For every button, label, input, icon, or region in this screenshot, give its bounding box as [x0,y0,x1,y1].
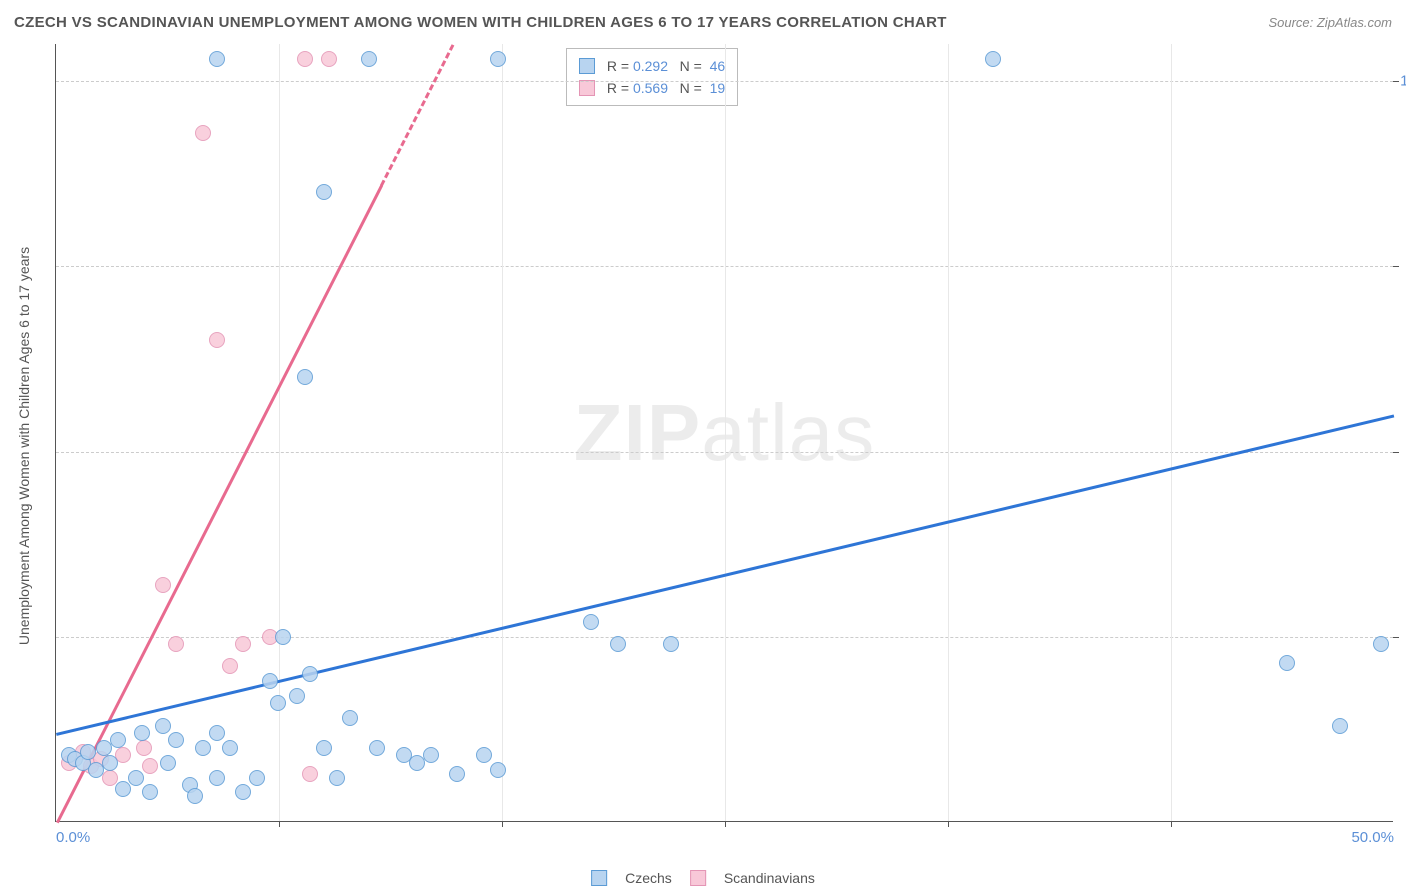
point-czech [160,755,176,771]
point-czech [102,755,118,771]
stats-legend: R = 0.292 N = 46 R = 0.569 N = 19 [566,48,738,106]
point-czech [262,673,278,689]
point-czech [329,770,345,786]
point-czech [985,51,1001,67]
y-axis-label: Unemployment Among Women with Children A… [16,247,32,645]
point-scandinavian [168,636,184,652]
point-czech [155,718,171,734]
gridline-v [1171,44,1172,821]
legend-swatch [579,58,595,74]
gridline-v [948,44,949,821]
point-czech [490,51,506,67]
point-czech [476,747,492,763]
point-scandinavian [195,125,211,141]
x-tick-label: 0.0% [56,829,90,846]
point-scandinavian [209,332,225,348]
plot-area: ZIPatlas R = 0.292 N = 46 R = 0.569 N = … [55,44,1393,822]
point-czech [235,784,251,800]
point-scandinavian [155,577,171,593]
legend-label: Czechs [625,870,672,886]
point-czech [342,710,358,726]
point-czech [583,614,599,630]
point-scandinavian [142,758,158,774]
point-czech [134,725,150,741]
point-czech [316,740,332,756]
point-czech [423,747,439,763]
gridline-v [502,44,503,821]
point-czech [369,740,385,756]
series-legend: Czechs Scandinavians [591,870,815,886]
point-czech [222,740,238,756]
point-czech [1332,718,1348,734]
point-czech [187,788,203,804]
point-czech [275,629,291,645]
point-czech [297,369,313,385]
point-czech [110,732,126,748]
gridline-v [725,44,726,821]
point-czech [316,184,332,200]
legend-label: Scandinavians [724,870,815,886]
legend-swatch [579,80,595,96]
legend-stats: R = 0.292 N = 46 [603,55,725,77]
point-scandinavian [302,766,318,782]
x-tick-label: 50.0% [1351,829,1394,846]
point-scandinavian [136,740,152,756]
point-scandinavian [297,51,313,67]
point-czech [1279,655,1295,671]
point-czech [128,770,144,786]
source-label: Source: ZipAtlas.com [1268,15,1392,30]
point-czech [195,740,211,756]
point-czech [610,636,626,652]
point-czech [142,784,158,800]
point-czech [209,51,225,67]
point-czech [302,666,318,682]
point-czech [168,732,184,748]
point-scandinavian [222,658,238,674]
point-czech [209,770,225,786]
point-scandinavian [321,51,337,67]
y-tick-label: 100.0% [1400,73,1406,90]
legend-swatch [591,870,607,886]
point-czech [289,688,305,704]
point-scandinavian [235,636,251,652]
chart-title: CZECH VS SCANDINAVIAN UNEMPLOYMENT AMONG… [14,14,947,31]
point-czech [249,770,265,786]
point-czech [80,744,96,760]
point-czech [449,766,465,782]
point-czech [663,636,679,652]
point-czech [270,695,286,711]
trend-line [380,44,454,186]
point-czech [490,762,506,778]
point-czech [209,725,225,741]
legend-swatch [690,870,706,886]
point-czech [1373,636,1389,652]
point-czech [361,51,377,67]
point-czech [115,781,131,797]
